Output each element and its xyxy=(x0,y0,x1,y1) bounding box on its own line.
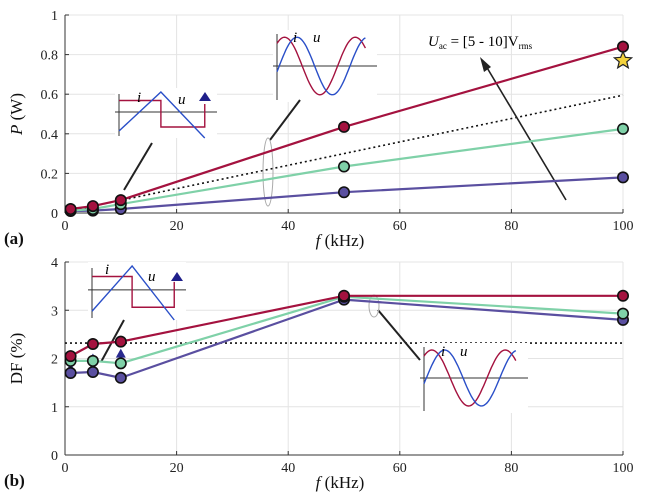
inset-label-u: u xyxy=(148,269,156,285)
callout-line xyxy=(123,142,153,191)
data-point-top xyxy=(114,194,127,207)
highlight-ellipse xyxy=(262,137,274,207)
panel-a: 0 20 40 60 80 100 0 0.2 0.4 0.6 0.8 1 f (kHz) (a) P (W… xyxy=(4,9,634,250)
data-point-top xyxy=(337,120,350,133)
x-tick-label: 40 xyxy=(281,461,295,476)
annotation-text: = [5 - 10]V xyxy=(447,34,519,50)
callout-line xyxy=(269,99,301,141)
inset-label-i: i xyxy=(293,30,297,46)
annotation-subscript: rms xyxy=(519,41,533,51)
x-axis-label-var: f xyxy=(316,473,323,492)
inset-voltage-wave xyxy=(423,349,517,407)
annotation-symbol: U xyxy=(428,34,440,50)
callout-line xyxy=(100,319,125,363)
inset-triangle-marker xyxy=(199,92,211,101)
x-axis-label: f (kHz) xyxy=(316,473,365,492)
data-point-mid xyxy=(616,122,629,135)
data-point-top xyxy=(86,338,99,351)
data-point-bottom xyxy=(64,366,77,379)
y-axis-label: DF (%) xyxy=(7,333,26,384)
y-tick-label: 0.2 xyxy=(41,167,59,182)
data-point-mid xyxy=(114,357,127,370)
inset-label-u: u xyxy=(178,92,186,108)
inset-label-i: i xyxy=(441,344,445,360)
y-tick-label: 2 xyxy=(51,353,58,368)
x-tick-label: 0 xyxy=(62,461,69,476)
x-tick-label: 60 xyxy=(393,219,407,234)
inset-voltage-wave xyxy=(91,264,175,321)
inset-label-u: u xyxy=(460,344,468,360)
y-tick-label: 0.4 xyxy=(41,128,59,143)
data-point-top xyxy=(64,203,77,216)
annotation-subscript: ac xyxy=(439,41,447,51)
x-tick-label: 20 xyxy=(170,461,184,476)
inset-label-i: i xyxy=(137,90,141,106)
y-tick-label: 0 xyxy=(51,207,58,222)
x-tick-label: 60 xyxy=(393,461,407,476)
x-axis-label-var: f xyxy=(316,231,323,250)
y-tick-label: 0.6 xyxy=(41,88,59,103)
inset-current-wave xyxy=(276,36,367,96)
x-tick-label: 100 xyxy=(613,219,634,234)
triangle-point xyxy=(115,348,126,358)
y-tick-label: 3 xyxy=(51,304,58,319)
y-axis-label-var: P xyxy=(7,125,26,136)
data-point-mid xyxy=(337,160,350,173)
y-tick-label: 0 xyxy=(51,449,58,464)
data-point-top xyxy=(616,289,629,302)
y-axis-label: P (W) xyxy=(7,93,26,136)
inset-triangle-marker xyxy=(171,272,183,281)
data-point-bottom xyxy=(616,171,629,184)
x-axis-label-unit: (kHz) xyxy=(320,231,364,250)
data-point-bottom xyxy=(86,366,99,379)
x-tick-label: 0 xyxy=(62,219,69,234)
dotted-reference-line xyxy=(64,94,624,213)
x-tick-label: 40 xyxy=(281,219,295,234)
y-tick-label: 1 xyxy=(51,9,58,24)
inset-label-i: i xyxy=(105,262,109,278)
star-point xyxy=(612,49,634,70)
data-point-bottom xyxy=(114,371,127,384)
x-tick-label: 80 xyxy=(504,461,518,476)
y-tick-label: 0.8 xyxy=(41,49,59,64)
panel-label: (a) xyxy=(4,229,24,248)
x-tick-label: 100 xyxy=(613,461,634,476)
x-tick-label: 20 xyxy=(170,219,184,234)
data-point-top xyxy=(114,335,127,348)
annotation-arrow xyxy=(485,65,567,201)
annotation-arrowhead xyxy=(480,57,491,72)
y-tick-label: 4 xyxy=(51,256,58,271)
x-axis-label: f (kHz) xyxy=(316,231,365,250)
y-tick-label: 1 xyxy=(51,401,58,416)
data-point-bottom xyxy=(337,186,350,199)
callout-line xyxy=(377,309,421,361)
data-point-top xyxy=(86,200,99,213)
voltage-range-annotation: Uac = [5 - 10]Vrms xyxy=(428,34,533,51)
data-point-mid xyxy=(616,307,629,320)
data-point-top xyxy=(337,289,350,302)
inset-background xyxy=(115,88,217,138)
inset-voltage-wave xyxy=(276,36,366,96)
inset-current-wave xyxy=(423,349,517,407)
panel-label: (b) xyxy=(4,471,25,490)
inset-label-u: u xyxy=(313,30,321,46)
data-point-mid xyxy=(86,354,99,367)
inset-current-wave xyxy=(119,99,206,128)
data-point-top xyxy=(64,350,77,363)
inset-background xyxy=(88,262,186,320)
inset-current-wave xyxy=(92,275,175,308)
x-axis-label-unit: (kHz) xyxy=(320,473,364,492)
x-tick-label: 80 xyxy=(504,219,518,234)
inset-voltage-wave xyxy=(118,91,206,139)
y-axis-label-unit: (W) xyxy=(7,93,26,125)
